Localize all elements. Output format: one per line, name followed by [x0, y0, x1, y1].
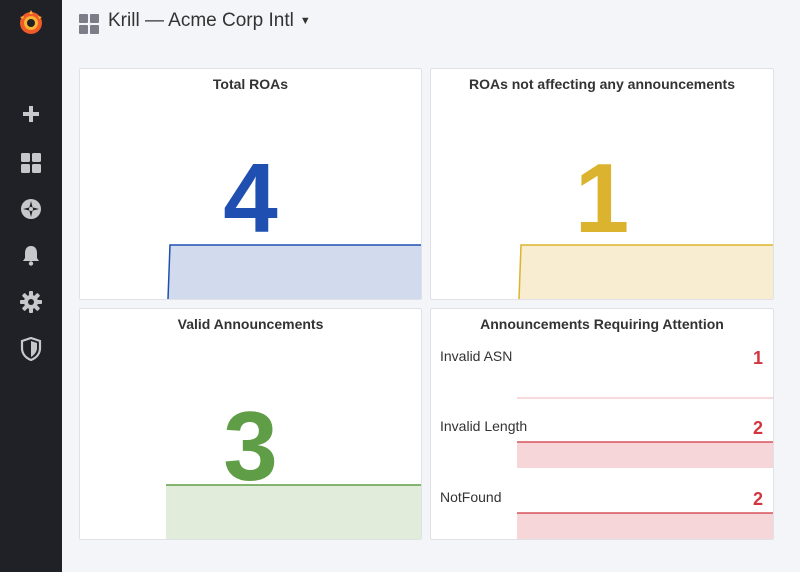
attention-sparklines	[517, 397, 773, 539]
panel-valid-announcements[interactable]: Valid Announcements 3	[79, 308, 422, 540]
stat-value: 4	[223, 143, 278, 253]
row-value-invalid-asn: 1	[752, 348, 763, 368]
row-value-notfound: 2	[752, 489, 763, 509]
row-label-notfound: NotFound	[440, 489, 502, 505]
panel-title: Announcements Requiring Attention	[480, 316, 724, 332]
sparkline-roas-unused	[518, 244, 773, 299]
dashboard-grid-icon	[78, 13, 100, 35]
panel-title: ROAs not affecting any announcements	[468, 76, 736, 92]
panel-total-roas[interactable]: Total ROAs 4	[79, 68, 422, 300]
panel-title: Valid Announcements	[177, 316, 324, 332]
explore-compass-icon[interactable]	[16, 194, 46, 224]
panel-roas-unused[interactable]: ROAs not affecting any announcements 1	[430, 68, 774, 300]
panel-title: Total ROAs	[212, 76, 289, 92]
dashboard-title-picker[interactable]: Krill — Acme Corp Intl ▼	[108, 10, 311, 32]
shield-icon[interactable]	[16, 334, 46, 364]
row-value-invalid-length: 2	[752, 418, 763, 438]
dashboard-title: Krill — Acme Corp Intl	[108, 10, 294, 31]
grafana-logo-icon[interactable]	[16, 8, 46, 38]
stat-value: 1	[574, 143, 630, 253]
alerting-bell-icon[interactable]	[16, 240, 46, 270]
panel-attention[interactable]: Announcements Requiring Attention Invali…	[430, 308, 774, 540]
sidebar	[0, 0, 62, 572]
stat-value: 3	[223, 391, 278, 501]
row-label-invalid-length: Invalid Length	[440, 418, 528, 434]
plus-icon[interactable]	[16, 99, 46, 129]
sparkline-valid	[166, 484, 421, 539]
dashboard-header: Krill — Acme Corp Intl ▼	[62, 0, 800, 50]
sparkline-total-roas	[167, 244, 421, 299]
gear-icon[interactable]	[16, 287, 46, 317]
caret-down-icon: ▼	[299, 14, 311, 27]
row-label-invalid-asn: Invalid ASN	[440, 348, 513, 364]
dashboards-icon[interactable]	[16, 148, 46, 178]
